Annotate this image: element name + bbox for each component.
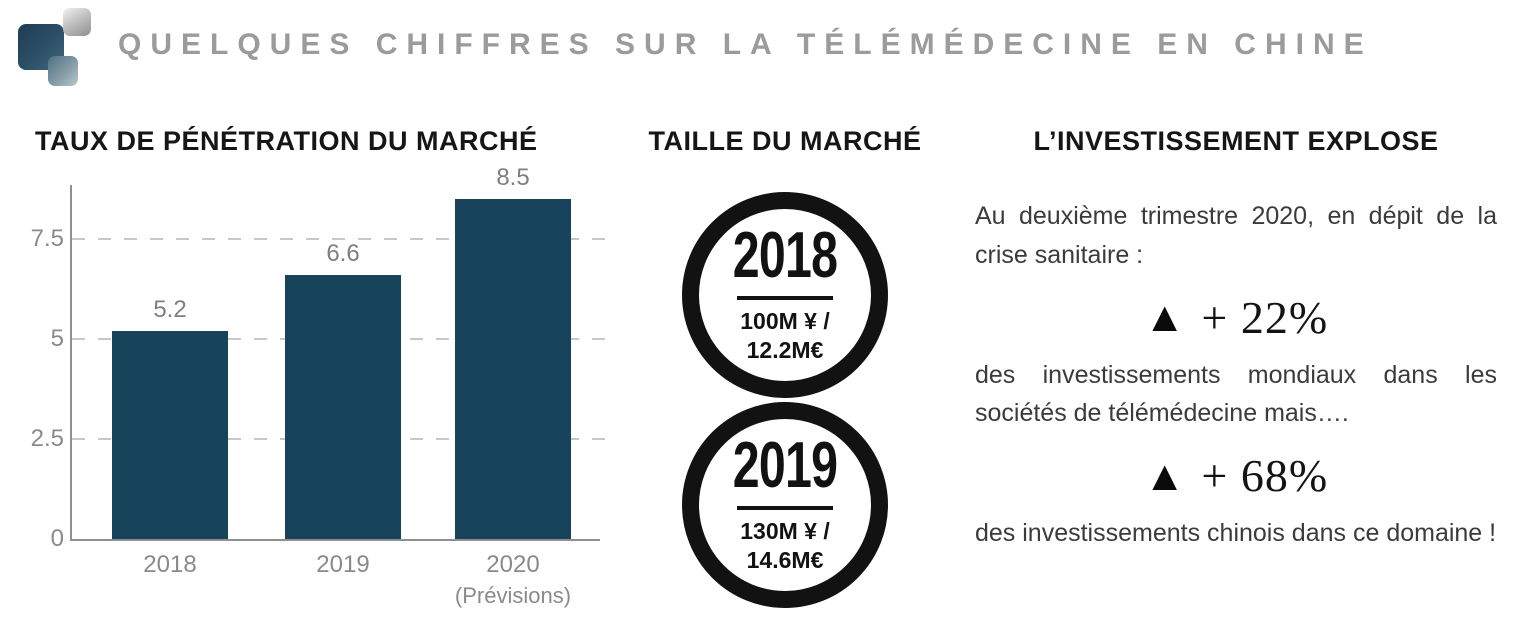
x-axis-label-2018: 2018 xyxy=(143,551,197,578)
badge-divider xyxy=(737,296,833,301)
market-size-badge-2018: 2018 100M ¥ / 12.2M€ xyxy=(682,192,888,398)
x-axis-sublabel-previsions: (Prévisions) xyxy=(454,583,572,608)
bar-rect xyxy=(285,275,401,539)
stat-row-global: ▲ + 22% xyxy=(975,291,1497,344)
bar-value-label: 8.5 xyxy=(496,164,530,191)
stat-value-68: + 68% xyxy=(1201,450,1329,501)
badge-year: 2018 xyxy=(732,219,838,292)
badge-value-line2: 12.2M€ xyxy=(746,337,824,363)
x-axis-label-2020: 2020 xyxy=(486,551,540,578)
section-title-market-penetration: TAUX DE PÉNÉTRATION DU MARCHÉ xyxy=(35,126,538,156)
page-title: QUELQUES CHIFFRES SUR LA TÉLÉMÉDECINE EN… xyxy=(118,28,1373,61)
market-penetration-chart: 0 2.5 5 7.5 5.2 6.6 8.5 2018 2019 2020 (… xyxy=(31,164,615,620)
badge-value-line1: 130M ¥ / xyxy=(740,518,830,545)
market-size-badge-2019: 2019 130M ¥ / 14.6M€ xyxy=(682,402,888,608)
investment-global-text: des investissements mondiaux dans les so… xyxy=(975,360,1497,428)
x-axis-label-2019: 2019 xyxy=(316,551,370,578)
y-axis-tick-5: 5 xyxy=(50,325,64,352)
bar-2019: 6.6 xyxy=(285,240,401,539)
triangle-up-icon: ▲ xyxy=(1143,293,1186,340)
squares-logo-icon xyxy=(15,8,107,96)
stat-row-china: ▲ + 68% xyxy=(975,449,1497,502)
bar-rect xyxy=(455,199,571,539)
chart-plot-area: 0 2.5 5 7.5 5.2 6.6 8.5 2018 2019 2020 (… xyxy=(31,164,606,608)
section-title-market-size: TAILLE DU MARCHÉ xyxy=(648,126,922,156)
badge-divider xyxy=(737,506,833,511)
bar-2018: 5.2 xyxy=(112,296,228,539)
bar-rect xyxy=(112,331,228,539)
section-title-investment: L’INVESTISSEMENT EXPLOSE xyxy=(1033,126,1439,156)
logo-square-bluegray xyxy=(48,56,78,86)
badge-year: 2019 xyxy=(732,429,838,502)
stat-value-22: + 22% xyxy=(1201,291,1329,343)
logo-square-silver xyxy=(63,8,91,36)
y-axis-tick-2-5: 2.5 xyxy=(30,425,64,452)
investment-china-text: des investissements chinois dans ce doma… xyxy=(975,519,1497,547)
triangle-up-icon: ▲ xyxy=(1143,451,1186,499)
bar-value-label: 5.2 xyxy=(153,296,187,323)
badge-value-line2: 14.6M€ xyxy=(746,547,824,573)
y-axis-tick-7-5: 7.5 xyxy=(30,225,64,252)
bar-value-label: 6.6 xyxy=(326,240,360,267)
gridline-7-5 xyxy=(72,238,606,240)
bar-2020: 8.5 xyxy=(455,164,571,539)
investment-section: L’INVESTISSEMENT EXPLOSE Au deuxième tri… xyxy=(975,126,1497,553)
y-axis-tick-0: 0 xyxy=(50,525,64,552)
investment-intro-text: Au deuxième trimestre 2020, en dépit de … xyxy=(975,202,1497,269)
badge-value-line1: 100M ¥ / xyxy=(740,308,830,335)
